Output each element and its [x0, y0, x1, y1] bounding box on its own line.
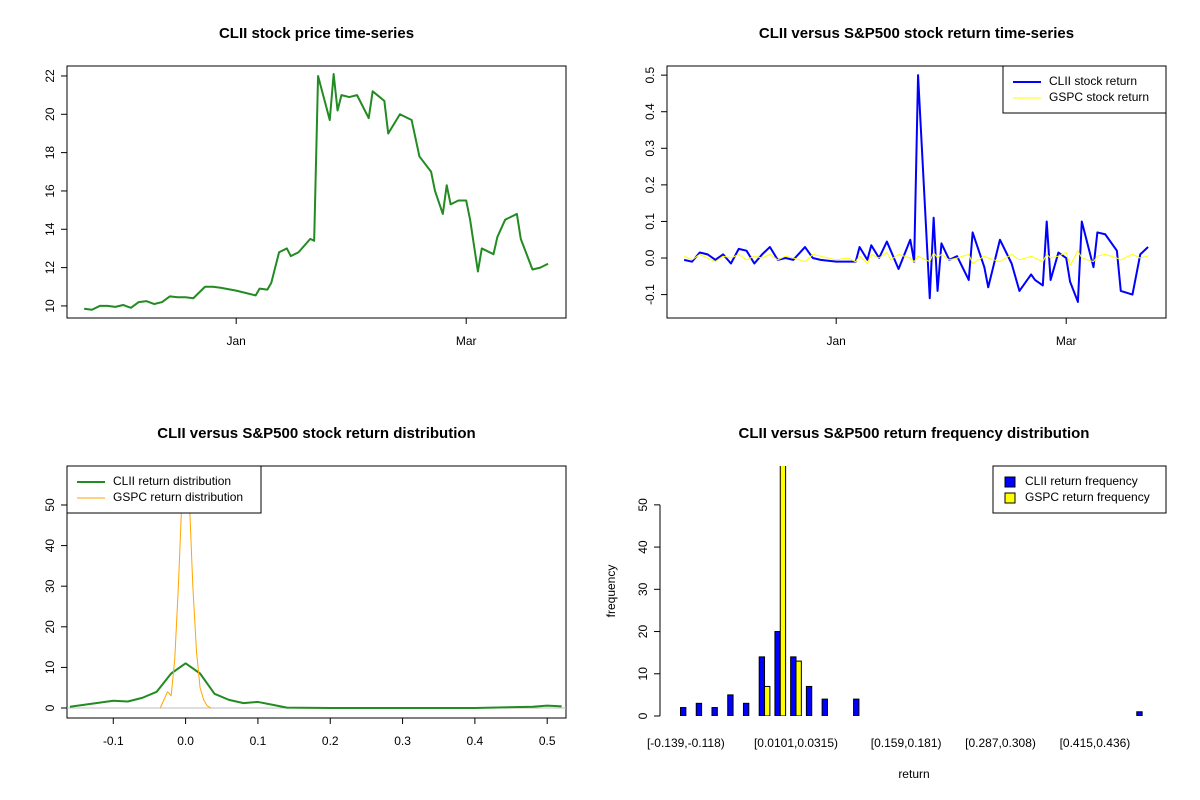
bar [774, 631, 781, 716]
x-tick-label: 0.2 [322, 734, 339, 748]
y-tick-label: -0.1 [643, 284, 657, 305]
y-tick-label: 30 [636, 582, 650, 596]
x-tick-label: 0.1 [250, 734, 267, 748]
x-tick-label: 0.4 [467, 734, 484, 748]
legend-box [66, 465, 262, 514]
bar [764, 685, 771, 716]
y-tick-label: 0.4 [643, 103, 657, 120]
y-tick-label: 20 [43, 107, 57, 121]
y-tick-label: 40 [636, 540, 650, 554]
bar [805, 685, 813, 716]
y-tick-label: 0.5 [643, 66, 657, 83]
x-tick-label: [0.159,0.181) [871, 736, 942, 750]
x-tick-label: Mar [1056, 334, 1077, 348]
y-tick-label: 12 [43, 261, 57, 275]
legend-swatch [1004, 492, 1016, 504]
y-tick-label: 0 [636, 712, 650, 719]
x-tick-label: 0.3 [394, 734, 411, 748]
plot-frame [66, 465, 567, 719]
y-tick-label: 50 [636, 498, 650, 512]
x-tick-label: Jan [827, 334, 846, 348]
legend-label: GSPC return distribution [113, 490, 243, 504]
y-tick-label: 0 [43, 704, 57, 711]
x-tick-label: [0.0101,0.0315) [754, 736, 838, 750]
y-axis-label: frequency [604, 565, 618, 618]
y-tick-label: 20 [43, 620, 57, 634]
y-tick-label: 20 [636, 625, 650, 639]
bar [790, 656, 797, 716]
y-tick-label: 0.2 [643, 176, 657, 193]
bar [758, 656, 766, 716]
y-tick-label: 22 [43, 69, 57, 83]
data-line [159, 466, 212, 709]
data-line [84, 73, 549, 311]
plot-frame [66, 65, 567, 319]
y-tick-label: 50 [43, 498, 57, 512]
x-tick-label: [0.415,0.436) [1060, 736, 1131, 750]
legend-label: CLII return distribution [113, 474, 231, 488]
y-tick-label: 18 [43, 146, 57, 160]
chart-title: CLII versus S&P500 return frequency dist… [739, 425, 1090, 442]
y-tick-label: 0.1 [643, 213, 657, 230]
x-tick-label: [-0.139,-0.118) [647, 736, 725, 750]
legend-label: GSPC return frequency [1025, 490, 1150, 504]
y-tick-label: 40 [43, 539, 57, 553]
y-tick-label: 30 [43, 579, 57, 593]
y-tick-label: 10 [636, 667, 650, 681]
data-line [683, 250, 1149, 266]
x-axis-label: return [898, 767, 929, 781]
legend-box [1002, 65, 1167, 114]
chart-title: CLII stock price time-series [219, 25, 414, 42]
bar [711, 707, 718, 716]
x-tick-label: [0.287,0.308) [965, 736, 1036, 750]
chart-title: CLII versus S&P500 stock return distribu… [157, 425, 475, 442]
y-tick-label: 10 [43, 299, 57, 313]
y-tick-label: 10 [43, 660, 57, 674]
x-tick-label: Jan [227, 334, 246, 348]
bar [795, 660, 802, 716]
y-tick-label: 16 [43, 184, 57, 198]
bar [1136, 711, 1143, 716]
bar [727, 694, 734, 716]
x-tick-label: -0.1 [103, 734, 124, 748]
legend-box [992, 465, 1167, 514]
legend-swatch [1004, 476, 1016, 488]
x-tick-label: 0.5 [539, 734, 556, 748]
legend-label: CLII return frequency [1025, 474, 1138, 488]
x-tick-label: Mar [456, 334, 477, 348]
chart-title: CLII versus S&P500 stock return time-ser… [759, 25, 1074, 42]
bar [680, 707, 687, 716]
y-tick-label: 0.0 [643, 249, 657, 266]
x-tick-label: 0.0 [177, 734, 194, 748]
bar [742, 702, 750, 716]
plot-frame [666, 65, 1167, 319]
legend-label: GSPC stock return [1049, 90, 1149, 104]
legend-label: CLII stock return [1049, 74, 1137, 88]
bar [853, 698, 860, 716]
y-tick-label: 14 [43, 222, 57, 236]
bar [821, 698, 828, 716]
bar [779, 466, 787, 716]
y-tick-label: 0.3 [643, 140, 657, 157]
data-line [683, 74, 1149, 303]
bar [695, 702, 703, 716]
data-line [69, 662, 562, 710]
